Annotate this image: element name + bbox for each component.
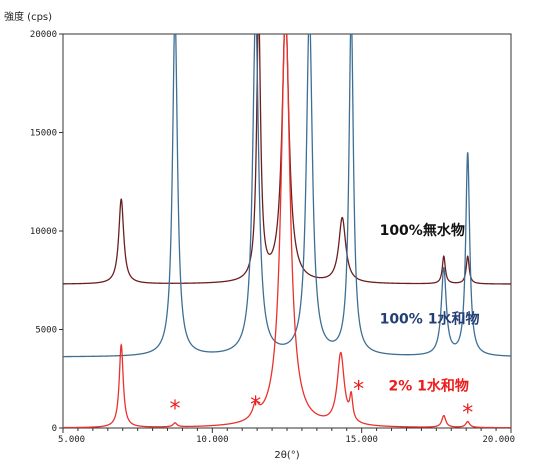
y-tick-label: 15000 [30,129,57,139]
series-lines [63,34,511,428]
y-tick-label: 0 [52,424,57,434]
asterisk-marker: * [353,377,364,402]
asterisk-marker: * [462,401,473,426]
series-labels: 100%無水物 100% 1水和物 2% 1水和物 [380,222,480,395]
series-line-3 [63,34,511,428]
series-label-2: 100% 1水和物 [380,311,480,328]
series-line-2 [63,34,511,358]
y-axis-title: 強度 (cps) [4,10,52,23]
x-tick-label: 10.000 [196,435,229,445]
y-tick-label: 5000 [35,326,57,336]
y-tick-label: 10000 [30,227,57,237]
x-tick-label: 15.000 [345,435,378,445]
x-axis-title: 2θ(°) [274,450,299,461]
x-tick-label: 20.000 [482,435,515,445]
x-tick-label: 5.000 [58,435,85,445]
asterisk-marker: * [250,393,261,418]
series-label-1: 100%無水物 [380,222,465,239]
y-tick-label: 20000 [30,30,57,40]
series-label-3: 2% 1水和物 [389,378,469,395]
asterisk-marker: * [170,397,181,422]
annotation-markers: * * * * [170,377,474,426]
